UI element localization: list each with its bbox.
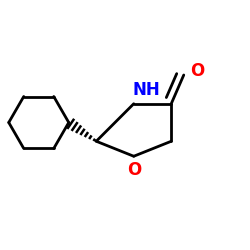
Text: NH: NH: [132, 81, 160, 99]
Text: O: O: [127, 161, 141, 179]
Text: O: O: [190, 62, 204, 80]
